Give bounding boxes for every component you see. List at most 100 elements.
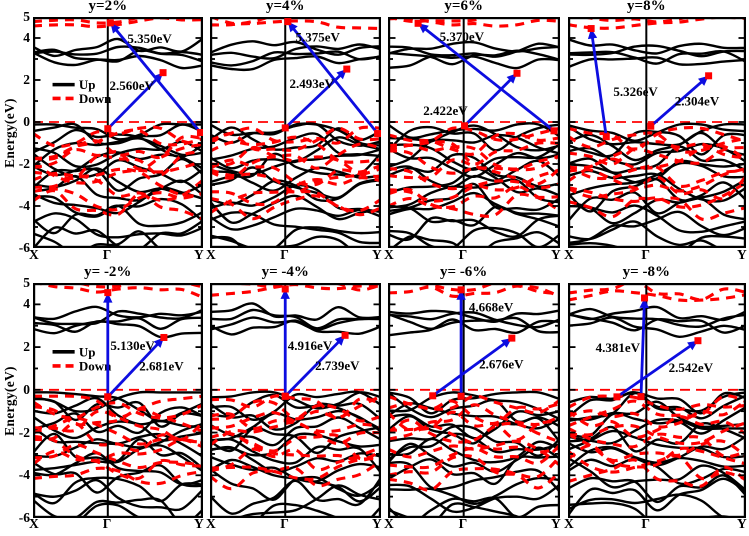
band-down-valence — [210, 459, 381, 491]
band-up-valence — [388, 391, 560, 421]
band-panel-y-4: 4.916eV 2.739eV — [210, 283, 381, 518]
band-edge-marker — [587, 25, 595, 33]
band-down-valence — [388, 149, 560, 175]
gap-value-label: 2.542eV — [669, 360, 714, 375]
band-down-valence — [568, 175, 746, 201]
band-up-conduction — [33, 308, 203, 326]
band-down-conduction — [568, 289, 746, 303]
gap-arrowhead — [280, 289, 290, 299]
band-down-conduction — [33, 17, 162, 25]
band-down-conduction — [388, 284, 560, 298]
band-down-valence — [568, 131, 746, 154]
band-up-valence — [388, 205, 560, 228]
band-down-valence — [568, 126, 746, 152]
band-up-valence — [568, 493, 729, 518]
band-up-valence — [33, 212, 203, 239]
y-tick-label: 5 — [23, 9, 30, 24]
x-tick-label: Y — [194, 516, 204, 531]
y-tick-label: -4 — [18, 198, 30, 213]
gap-arrow — [431, 341, 507, 397]
y-tick-label: -2 — [18, 156, 30, 171]
band-up-valence — [210, 178, 381, 206]
legend-down-label: Down — [79, 91, 112, 106]
band-up-valence — [210, 184, 381, 214]
y-tick-label: -6 — [18, 510, 30, 525]
band-down-valence — [568, 409, 746, 439]
band-down-valence — [568, 458, 746, 489]
legend-up-label: Up — [79, 344, 96, 359]
x-tick-label: X — [29, 247, 39, 262]
band-up-valence — [33, 230, 161, 248]
band-up-valence — [388, 414, 560, 445]
band-down-valence — [33, 400, 203, 420]
x-tick-label: Γ — [641, 516, 650, 531]
panel-title: y=4% — [265, 0, 305, 14]
gap-value-label: 2.493eV — [290, 76, 335, 91]
band-up-valence — [210, 477, 381, 515]
band-down-valence — [33, 150, 203, 181]
band-edge-marker — [457, 286, 465, 294]
band-edge-marker — [637, 393, 645, 401]
band-edge-marker — [341, 331, 349, 339]
gap-value-label: 2.681eV — [139, 359, 184, 374]
band-up-valence — [568, 422, 746, 453]
band-edge-marker — [284, 18, 292, 26]
band-down-valence — [568, 140, 746, 166]
band-down-valence — [568, 196, 746, 222]
panel-border — [388, 17, 560, 248]
band-up-conduction — [33, 48, 203, 63]
band-up-valence — [210, 390, 381, 421]
band-up-conduction — [33, 319, 203, 339]
x-tick-label: Y — [372, 247, 382, 262]
x-tick-label: X — [384, 247, 394, 262]
y-tick-label: 4 — [23, 296, 30, 312]
band-up-conduction — [568, 316, 746, 339]
band-up-conduction — [568, 305, 746, 322]
gap-arrowhead — [456, 289, 466, 300]
band-edge-marker — [641, 294, 649, 302]
band-down-valence — [388, 418, 560, 444]
band-up-valence — [568, 177, 746, 213]
band-down-valence — [210, 394, 381, 421]
band-up-valence — [388, 455, 560, 486]
band-up-valence — [568, 181, 746, 222]
band-down-valence — [210, 142, 381, 170]
band-up-valence — [33, 204, 203, 235]
gap-value-label: 2.560eV — [110, 78, 155, 93]
gap-value-label: 5.350eV — [127, 31, 172, 46]
gap-value-label: 4.381eV — [596, 340, 641, 355]
panel-title: y= -2% — [84, 264, 132, 280]
band-edge-marker — [513, 69, 521, 77]
panel-border — [568, 283, 746, 518]
band-up-conduction — [210, 302, 381, 321]
band-down-valence — [388, 179, 560, 203]
x-tick-label: Y — [551, 516, 561, 531]
band-down-valence — [568, 394, 746, 428]
gap-value-label: 2.739eV — [315, 358, 360, 373]
band-up-conduction — [568, 50, 746, 65]
band-up-valence — [388, 390, 560, 415]
band-edge-marker — [550, 127, 558, 135]
band-up-valence — [210, 235, 352, 248]
band-up-valence — [388, 182, 560, 213]
band-up-valence — [388, 178, 560, 209]
x-tick-label: Γ — [458, 247, 468, 262]
band-panel-y+4: 5.375eV 2.493eV — [210, 17, 381, 248]
band-up-valence — [33, 497, 203, 518]
band-down-valence — [388, 166, 560, 192]
band-up-valence — [210, 126, 381, 151]
band-edge-marker — [281, 124, 289, 132]
band-down-conduction — [388, 17, 560, 28]
gap-arrow — [106, 342, 160, 398]
y-tick-label: -6 — [18, 240, 30, 255]
x-tick-label: X — [384, 516, 394, 531]
band-edge-marker — [694, 337, 702, 345]
band-up-valence — [568, 391, 746, 423]
band-up-valence — [210, 416, 381, 447]
band-edge-marker — [159, 69, 167, 77]
panel-border — [568, 17, 746, 248]
gap-arrow — [423, 27, 555, 132]
gap-arrow — [639, 305, 646, 397]
band-up-valence — [568, 417, 746, 445]
band-up-valence — [388, 133, 560, 168]
